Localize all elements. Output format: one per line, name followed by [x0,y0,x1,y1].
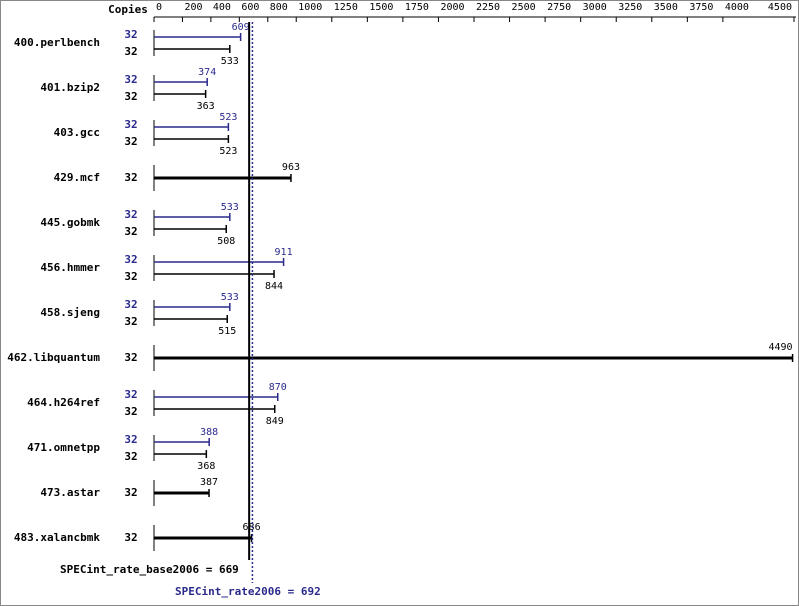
value-label: 963 [282,162,300,173]
copies-label: 32 [124,270,137,283]
value-label: 533 [221,292,239,303]
x-tick-label: 1250 [334,2,358,13]
category-label: 464.h264ref [27,396,100,409]
copies-label: 32 [124,171,137,184]
x-tick-label: 200 [184,2,202,13]
x-tick-label: 1000 [298,2,322,13]
copies-label: 32 [124,208,137,221]
category-label: 462.libquantum [7,351,100,364]
category-label: 403.gcc [54,126,100,139]
value-label: 911 [275,247,293,258]
value-label: 686 [243,522,261,533]
copies-label: 32 [124,433,137,446]
copies-label: 32 [124,253,137,266]
value-label: 4490 [768,342,792,353]
value-label: 388 [200,427,218,438]
value-label: 533 [221,202,239,213]
value-label: 368 [197,461,215,472]
copies-label: 32 [124,45,137,58]
value-label: 523 [219,146,237,157]
copies-label: 32 [124,225,137,238]
copies-label: 32 [124,28,137,41]
value-label: 870 [269,382,287,393]
x-tick-label: 3500 [654,2,678,13]
value-label: 849 [266,416,284,427]
category-label: 458.sjeng [40,306,100,319]
copies-label: 32 [124,351,137,364]
x-tick-label: 3750 [689,2,713,13]
x-tick-label: 800 [270,2,288,13]
category-label: 429.mcf [54,171,100,184]
reference-label: SPECint_rate2006 = 692 [175,585,321,598]
x-tick-label: 2750 [547,2,571,13]
value-label: 508 [217,236,235,247]
copies-label: 32 [124,298,137,311]
value-label: 387 [200,477,218,488]
value-label: 374 [198,67,216,78]
category-label: 473.astar [40,486,100,499]
x-tick-label: 4500 [768,2,792,13]
value-label: 844 [265,281,283,292]
category-label: 471.omnetpp [27,441,100,454]
copies-label: 32 [124,486,137,499]
copies-label: 32 [124,73,137,86]
x-tick-label: 3250 [618,2,642,13]
x-tick-label: 4000 [725,2,749,13]
category-label: 400.perlbench [14,36,100,49]
value-label: 363 [197,101,215,112]
copies-label: 32 [124,135,137,148]
category-label: 445.gobmk [40,216,100,229]
x-tick-label: 1500 [369,2,393,13]
copies-label: 32 [124,531,137,544]
copies-label: 32 [124,405,137,418]
copies-label: 32 [124,315,137,328]
x-tick-label: 3000 [583,2,607,13]
x-tick-label: 0 [156,2,162,13]
copies-label: 32 [124,90,137,103]
category-label: 456.hmmer [40,261,100,274]
copies-label: 32 [124,388,137,401]
copies-header: Copies [108,3,148,16]
reference-label: SPECint_rate_base2006 = 669 [60,563,239,576]
value-label: 515 [218,326,236,337]
value-label: 533 [221,56,239,67]
x-tick-label: 2000 [440,2,464,13]
category-label: 401.bzip2 [40,81,100,94]
value-label: 609 [232,22,250,33]
copies-label: 32 [124,118,137,131]
category-label: 483.xalancbmk [14,531,100,544]
x-tick-label: 1750 [405,2,429,13]
x-tick-label: 400 [213,2,231,13]
x-tick-label: 2250 [476,2,500,13]
copies-label: 32 [124,450,137,463]
x-tick-label: 2500 [512,2,536,13]
value-label: 523 [219,112,237,123]
x-tick-label: 600 [241,2,259,13]
